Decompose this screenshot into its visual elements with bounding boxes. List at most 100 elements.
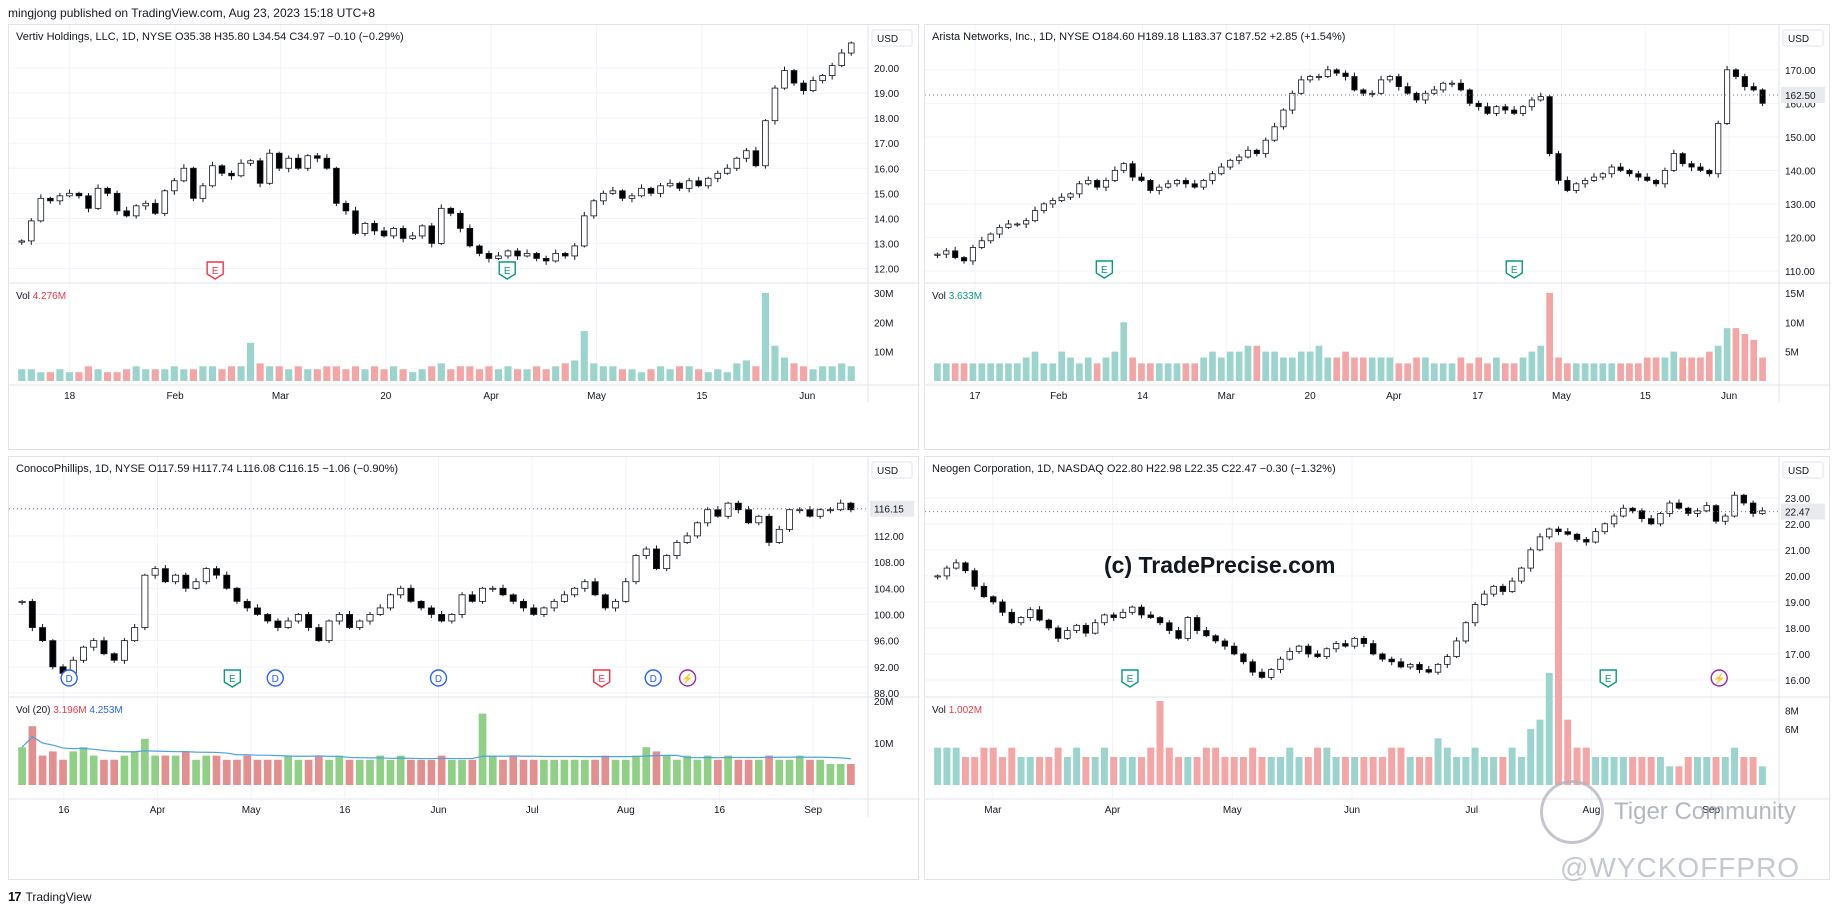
candle-body <box>386 594 394 609</box>
volume-bar <box>284 755 292 785</box>
chart-panel-neog[interactable]: 23.00 22.00 21.00 20.00 19.00 18.00 17.00 16.00… <box>924 456 1831 880</box>
volume-bar <box>65 372 74 381</box>
volume-bar <box>847 366 855 381</box>
volume-bar <box>1129 357 1136 381</box>
chart-title-legend: Vertiv Holdings, LLC, 1D, NYSE O35.38 H3… <box>16 31 404 43</box>
candle-body <box>1191 183 1198 188</box>
volume-bar <box>989 747 997 785</box>
volume-tick-label: 15M <box>1785 289 1804 300</box>
y-tick-label: 12.00 <box>874 264 899 275</box>
earnings-green-marker <box>1095 260 1114 279</box>
volume-bar <box>18 369 26 381</box>
volume-bar <box>1590 363 1598 381</box>
volume-bar <box>1280 357 1287 381</box>
volume-bar <box>151 755 159 785</box>
candle-body <box>1193 617 1201 631</box>
volume-bar <box>212 755 221 785</box>
x-tick-label: Jul <box>1465 805 1478 816</box>
volume-bar <box>1239 757 1247 785</box>
candle-body <box>1377 79 1385 94</box>
volume-bar <box>1471 747 1479 785</box>
ohlc-close: C187.52 <box>1225 31 1270 43</box>
candle-body <box>495 255 502 259</box>
chart-panel-vrt[interactable]: 20.00 19.00 18.00 17.00 16.00 15.00 14.00 13.00… <box>8 24 920 450</box>
volume-bar <box>313 369 321 381</box>
chart-panel-anet[interactable]: 170.00 160.00 150.00 140.00 130.00 120.00 110.… <box>924 24 1831 450</box>
ohlc-change: −0.10 (−0.29%) <box>328 31 404 43</box>
candle-body <box>1653 180 1660 185</box>
candle-body <box>228 172 235 177</box>
volume-bar <box>809 369 817 381</box>
volume-bar <box>218 369 226 381</box>
footer-brand[interactable]: 17 TradingView <box>8 889 92 904</box>
volume-bar <box>504 366 512 381</box>
y-tick-label: 16.00 <box>874 164 899 175</box>
candle-body <box>1499 585 1507 592</box>
candle-body <box>1268 669 1275 678</box>
candle-body <box>1388 658 1395 663</box>
candle-body <box>695 180 702 187</box>
volume-bar <box>618 369 626 381</box>
volume-bar <box>1100 747 1108 785</box>
candle-body <box>66 192 73 197</box>
candle-body <box>581 215 588 247</box>
volume-bar <box>189 369 197 381</box>
candle-body <box>253 607 261 615</box>
volume-bar <box>1314 747 1322 785</box>
volume-bar <box>274 759 282 785</box>
volume-bar <box>192 759 200 785</box>
candle-body <box>356 620 364 628</box>
y-tick-label: 17.00 <box>874 139 899 150</box>
candle-body <box>56 195 64 202</box>
volume-legend-value: 3.633M <box>949 291 982 302</box>
volume-bar <box>1493 357 1500 381</box>
candle-body <box>1759 89 1766 104</box>
candle-body <box>1685 507 1692 514</box>
candle-body <box>1005 223 1012 228</box>
volume-bar <box>113 372 121 381</box>
volume-bar <box>27 369 35 381</box>
volume-bar <box>1457 357 1465 381</box>
y-tick-label: 18.00 <box>874 114 899 125</box>
candle-body <box>113 192 121 212</box>
volume-bar <box>37 372 45 381</box>
candle-body <box>1027 609 1034 618</box>
volume-bar <box>552 366 560 381</box>
volume-bar <box>1138 363 1145 381</box>
volume-bar <box>1430 363 1438 381</box>
volume-bar <box>1138 757 1145 785</box>
volume-bar <box>1386 357 1394 381</box>
candle-body <box>745 509 753 524</box>
last-price-box <box>1781 86 1825 103</box>
ohlc-low: L116.08 <box>236 463 278 475</box>
x-tick-label: 17 <box>969 391 981 402</box>
candle-body <box>542 258 550 262</box>
earnings-green-marker-label: E <box>1127 674 1134 685</box>
y-tick-label: 19.00 <box>1785 598 1810 609</box>
volume-bar <box>458 759 466 785</box>
candle-body <box>1724 69 1731 124</box>
volume-bar <box>1013 363 1021 381</box>
volume-bar <box>1475 357 1482 381</box>
volume-bar <box>1643 357 1651 381</box>
volume-bar <box>733 363 741 381</box>
volume-bar <box>1076 363 1083 381</box>
volume-bar <box>1249 747 1257 785</box>
candle-body <box>448 614 456 622</box>
y-tick-label: 130.00 <box>1785 200 1816 211</box>
currency-box <box>1782 461 1824 479</box>
split-marker-label: ⚡ <box>1713 672 1725 685</box>
candle-body <box>1490 585 1497 595</box>
y-tick-label: 150.00 <box>1785 133 1816 144</box>
currency-label: USD <box>1788 34 1809 45</box>
y-tick-label: 20.00 <box>874 64 899 75</box>
volume-tick-label: 5M <box>1785 348 1799 359</box>
tiger-community-text: Tiger Community <box>1614 798 1796 825</box>
volume-bar <box>1684 757 1692 785</box>
chart-panel-cop[interactable]: 116.00112.00108.00104.00100.0096.0092.00… <box>8 456 920 880</box>
dividend-marker <box>60 669 78 687</box>
volume-bar <box>1501 363 1509 381</box>
volume-bar <box>1306 351 1314 381</box>
volume-bar <box>237 366 245 381</box>
candle-body <box>315 627 323 642</box>
